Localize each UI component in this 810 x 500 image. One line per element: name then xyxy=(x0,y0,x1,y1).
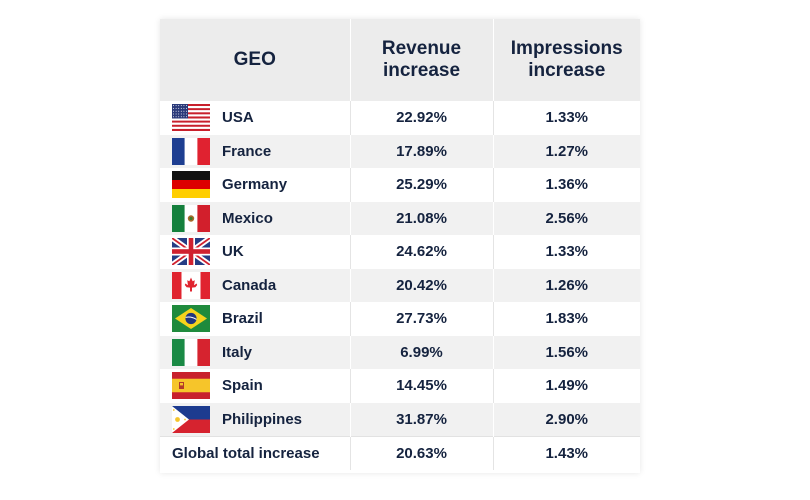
impressions-cell: 1.83% xyxy=(492,302,640,336)
brazil-flag-icon xyxy=(172,305,210,333)
geo-cell-inner: Italy xyxy=(160,338,350,366)
revenue-cell: 27.73% xyxy=(349,302,493,336)
impressions-cell: 1.36% xyxy=(492,168,640,202)
geo-cell-inner: UK xyxy=(160,238,350,266)
geo-label: USA xyxy=(222,109,254,127)
geo-cell: USA xyxy=(160,101,350,135)
table-row: Italy 6.99% 1.56% xyxy=(160,335,640,369)
philippines-flag-icon xyxy=(172,405,210,433)
results-table-card: GEO Revenue increase Impressions increas… xyxy=(160,19,640,473)
table-row: USA 22.92% 1.33% xyxy=(160,101,640,135)
table-row: France 17.89% 1.27% xyxy=(160,134,640,168)
revenue-cell: 17.89% xyxy=(349,134,493,168)
revenue-cell: 22.92% xyxy=(349,101,493,135)
total-revenue-cell: 20.63% xyxy=(349,436,493,470)
revenue-cell: 6.99% xyxy=(349,335,493,369)
table-row: Spain 14.45% 1.49% xyxy=(160,369,640,403)
total-impressions-cell: 1.43% xyxy=(492,436,640,470)
geo-label: Mexico xyxy=(222,209,273,227)
revenue-cell: 21.08% xyxy=(349,201,493,235)
total-label: Global total increase xyxy=(160,436,350,470)
geo-label: France xyxy=(222,142,272,160)
germany-flag-icon xyxy=(172,171,210,199)
geo-cell-inner: Brazil xyxy=(160,305,350,333)
geo-cell: UK xyxy=(160,235,350,269)
table-body: USA 22.92% 1.33% France 17.89% 1.27% Germany 25… xyxy=(160,101,640,470)
geo-cell-inner: USA xyxy=(160,104,350,132)
geo-label: Canada xyxy=(222,276,277,294)
geo-cell-inner: Philippines xyxy=(160,405,350,433)
italy-flag-icon xyxy=(172,338,210,366)
france-flag-icon xyxy=(172,137,210,165)
header-row: GEO Revenue increase Impressions increas… xyxy=(160,19,640,101)
header-revenue-label: Revenue increase xyxy=(381,38,462,81)
table-row: Canada 20.42% 1.26% xyxy=(160,268,640,302)
geo-cell-inner: Canada xyxy=(160,271,350,299)
impressions-cell: 1.26% xyxy=(492,268,640,302)
geo-label: Germany xyxy=(222,176,288,194)
impressions-cell: 1.56% xyxy=(492,335,640,369)
geo-label: UK xyxy=(222,243,244,261)
impressions-cell: 2.90% xyxy=(492,402,640,437)
geo-label: Philippines xyxy=(222,410,303,428)
impressions-cell: 1.27% xyxy=(492,134,640,168)
geo-cell-inner: Germany xyxy=(160,171,350,199)
total-row: Global total increase 20.63% 1.43% xyxy=(160,436,640,470)
impressions-cell: 1.49% xyxy=(492,369,640,403)
geo-cell: Philippines xyxy=(160,402,350,437)
revenue-cell: 20.42% xyxy=(349,268,493,302)
table-row: Germany 25.29% 1.36% xyxy=(160,168,640,202)
header-impressions-label: Impressions increase xyxy=(510,38,623,81)
geo-label: Italy xyxy=(222,343,253,361)
revenue-cell: 25.29% xyxy=(349,168,493,202)
header-revenue: Revenue increase xyxy=(349,19,493,101)
revenue-cell: 14.45% xyxy=(349,369,493,403)
mexico-flag-icon xyxy=(172,204,210,232)
geo-cell: Spain xyxy=(160,369,350,403)
table-row: Brazil 27.73% 1.83% xyxy=(160,302,640,336)
revenue-cell: 24.62% xyxy=(349,235,493,269)
geo-cell: Mexico xyxy=(160,201,350,235)
geo-cell: Canada xyxy=(160,268,350,302)
geo-cell-inner: Spain xyxy=(160,372,350,400)
canada-flag-icon xyxy=(172,271,210,299)
geo-cell: Brazil xyxy=(160,302,350,336)
uk-flag-icon xyxy=(172,238,210,266)
impressions-cell: 1.33% xyxy=(492,235,640,269)
table-row: Mexico 21.08% 2.56% xyxy=(160,201,640,235)
geo-cell: France xyxy=(160,134,350,168)
table-row: Philippines 31.87% 2.90% xyxy=(160,402,640,437)
results-table: GEO Revenue increase Impressions increas… xyxy=(160,19,640,470)
spain-flag-icon xyxy=(172,372,210,400)
geo-label: Brazil xyxy=(222,310,263,328)
header-geo: GEO xyxy=(160,19,350,101)
revenue-cell: 31.87% xyxy=(349,402,493,437)
usa-flag-icon xyxy=(172,104,210,132)
geo-cell-inner: France xyxy=(160,137,350,165)
geo-cell: Germany xyxy=(160,168,350,202)
header-impressions: Impressions increase xyxy=(492,19,640,101)
impressions-cell: 2.56% xyxy=(492,201,640,235)
geo-label: Spain xyxy=(222,377,263,395)
geo-cell: Italy xyxy=(160,335,350,369)
impressions-cell: 1.33% xyxy=(492,101,640,135)
table-row: UK 24.62% 1.33% xyxy=(160,235,640,269)
geo-cell-inner: Mexico xyxy=(160,204,350,232)
